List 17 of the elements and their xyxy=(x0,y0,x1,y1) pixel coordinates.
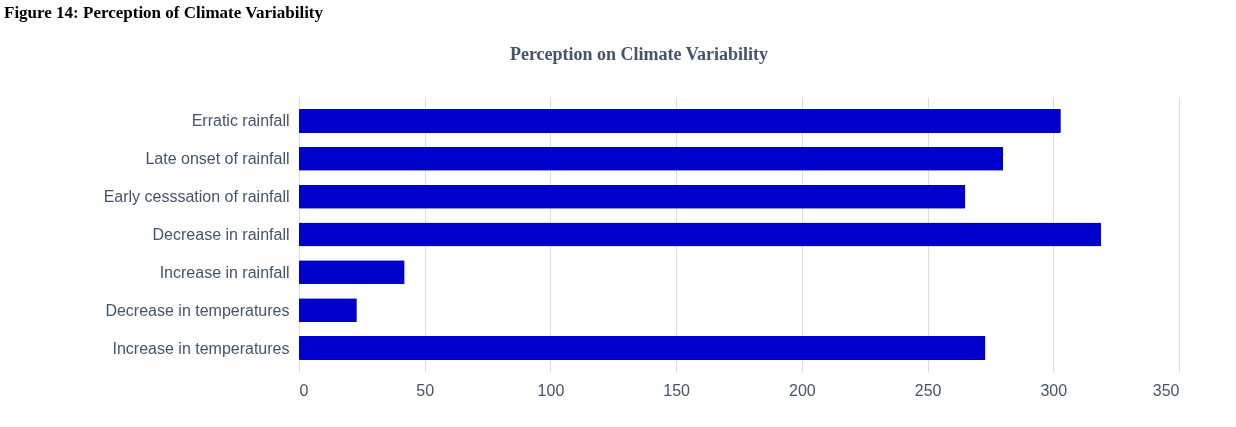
x-tick-label: 0 xyxy=(299,381,309,399)
y-tick-label: Early cesssation of rainfall xyxy=(103,188,290,206)
x-tick-label: 350 xyxy=(1152,381,1180,399)
x-tick-label: 100 xyxy=(537,381,565,399)
x-tick-label: 150 xyxy=(663,381,691,399)
y-tick-label: Increase in rainfall xyxy=(159,263,290,281)
x-tick-label: 50 xyxy=(416,381,435,399)
y-tick-label: Decrease in temperatures xyxy=(105,301,290,319)
x-tick-label: 300 xyxy=(1040,381,1068,399)
x-tick-label: 200 xyxy=(789,381,816,399)
y-tick-label: Increase in temperatures xyxy=(112,339,290,357)
chart-title: Perception on Climate Variability xyxy=(509,44,769,64)
caption: Figure 14: Perception of Climate Variability xyxy=(4,3,324,22)
y-tick-label: Late onset of rainfall xyxy=(145,150,290,168)
x-tick-label: 250 xyxy=(914,381,942,399)
y-tick-label: Decrease in rainfall xyxy=(152,226,290,243)
y-tick-label: Erratic rainfall xyxy=(191,112,290,130)
